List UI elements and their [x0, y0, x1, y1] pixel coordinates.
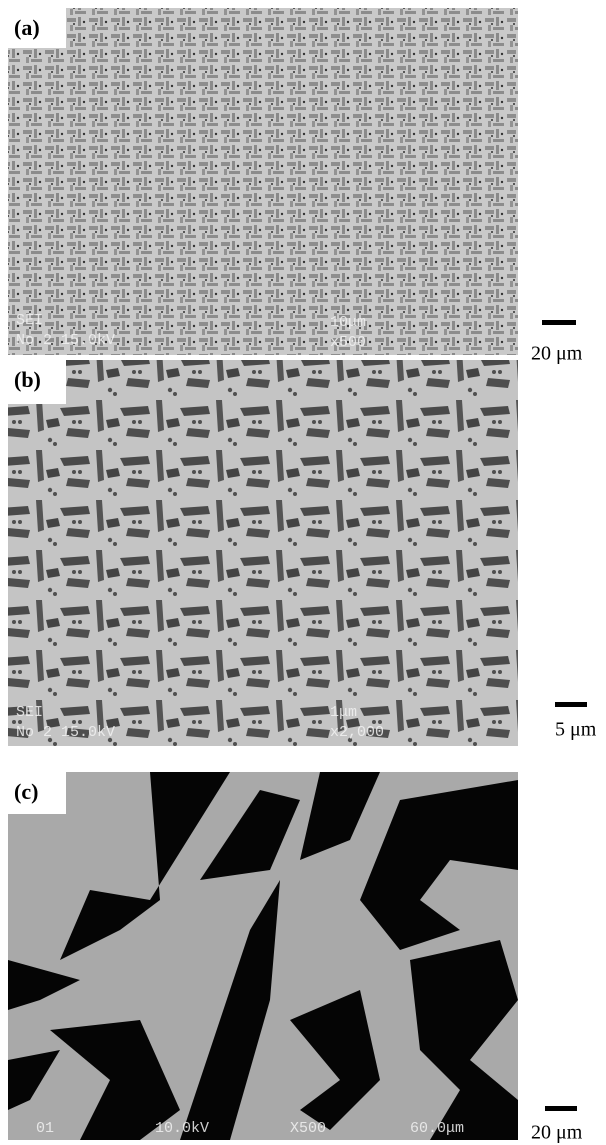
micrograph: [8, 360, 518, 746]
panel-label: (a): [14, 15, 40, 40]
overlay-text: SEI: [16, 312, 43, 329]
scale-bar: [542, 320, 576, 325]
overlay-text: 01: [36, 1120, 54, 1137]
overlay-text: SEI: [16, 704, 43, 721]
overlay-text: 10μm: [330, 314, 366, 331]
scale-label: 20 μm: [531, 343, 583, 365]
panel-label: (b): [14, 367, 41, 392]
panel-label: (c): [14, 779, 38, 804]
overlay-text: X500: [290, 1120, 326, 1137]
overlay-text: 10.0kV: [155, 1120, 209, 1137]
overlay-text: No 2 15.0kV: [16, 332, 115, 349]
scale-bar: [555, 702, 587, 707]
figure: (a) SEI No 2 15.0kV 10μm x500 20 μm (b) …: [0, 0, 606, 1145]
scale-label: 20 μm: [531, 1122, 583, 1144]
overlay-text: 60.0μm: [410, 1120, 464, 1137]
scale-bar: [545, 1106, 577, 1111]
micrograph: [8, 8, 518, 355]
overlay-text: x2,000: [330, 724, 384, 741]
overlay-text: No 2 15.0kV: [16, 724, 115, 741]
scale-label: 5 μm: [555, 719, 597, 741]
overlay-text: 1μm: [330, 704, 357, 721]
overlay-text: x500: [330, 334, 366, 351]
